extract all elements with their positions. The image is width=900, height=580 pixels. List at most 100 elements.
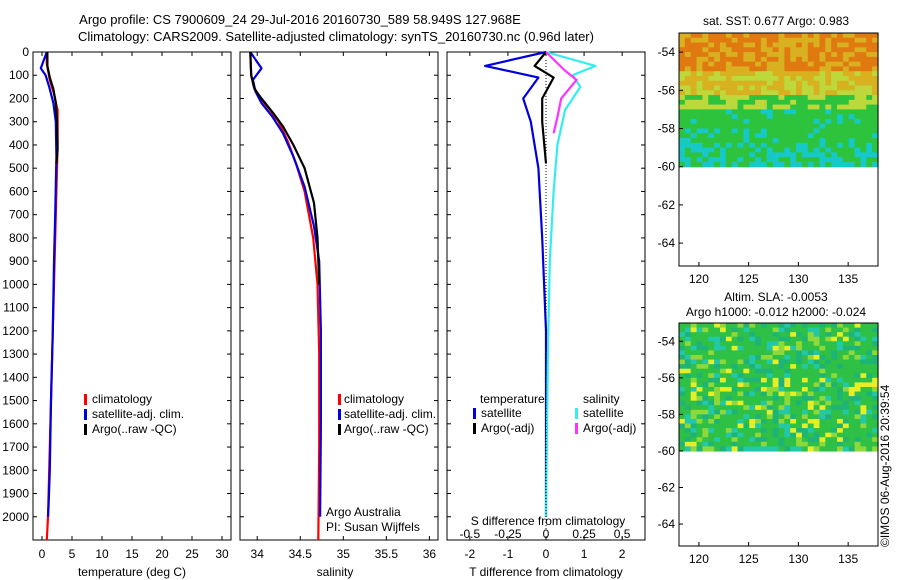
sla_map-cell xyxy=(679,446,686,452)
sla_map-cell xyxy=(719,405,727,411)
sla_map-cell xyxy=(743,332,750,338)
sla_map-cell xyxy=(778,345,785,352)
sst_map-cell xyxy=(772,128,780,134)
sla_map-cell xyxy=(702,446,709,452)
sla_map-cell xyxy=(702,364,709,370)
sst_map-cell xyxy=(807,142,815,149)
sla_map-cell xyxy=(719,414,727,420)
sst_map-cell xyxy=(831,109,838,115)
sst_map-cell xyxy=(708,47,715,53)
salinity-legend-swatch-satellite xyxy=(338,409,341,420)
difference-xtick2-label: -0.25 xyxy=(494,527,522,541)
sst_map-cell xyxy=(743,61,750,68)
sst_map-cell xyxy=(772,47,780,53)
sla_map-cell xyxy=(825,377,832,384)
sla_map-ytick-label: -54 xyxy=(658,334,676,348)
sla_map-cell xyxy=(866,405,873,411)
difference-series-2 xyxy=(544,50,597,517)
depth-tick-label: 600 xyxy=(9,184,29,198)
sst_map-cell xyxy=(731,52,739,58)
sst_map-cell xyxy=(837,66,844,72)
sst_map-cell xyxy=(796,75,803,82)
sla_map-cell xyxy=(731,405,739,411)
difference-series-3 xyxy=(545,51,578,134)
sla_map-cell xyxy=(860,441,867,447)
sst_map-cell xyxy=(837,42,844,48)
sla_map-cell xyxy=(790,386,797,393)
sst_map-cell xyxy=(866,109,873,115)
sst_map-cell xyxy=(784,142,791,149)
sla_map-cell xyxy=(772,418,780,425)
sla_map-cell xyxy=(813,332,821,338)
sst_map-cell xyxy=(784,161,791,168)
sla_map-cell xyxy=(702,350,709,356)
sst_map-cell xyxy=(696,138,704,144)
sla_map-cell xyxy=(854,368,862,374)
sla_map-cell xyxy=(872,418,879,425)
sst_map-cell xyxy=(719,109,727,115)
sla_map-cell xyxy=(790,391,797,397)
sla_map-cell xyxy=(778,409,785,415)
sst_map-cell xyxy=(831,42,838,48)
sst_map-cell xyxy=(766,128,774,134)
sst_map-cell xyxy=(872,118,879,125)
sst_map-cell xyxy=(837,161,844,168)
sst_map-cell xyxy=(872,52,879,58)
sla_map-cell xyxy=(679,377,686,384)
sla_map-cell xyxy=(684,350,692,356)
sla_map-cell xyxy=(743,364,750,370)
sst_map-cell xyxy=(825,37,832,44)
sla_map-cell xyxy=(790,373,797,379)
depth-tick-label: 400 xyxy=(9,138,29,152)
sst_map-cell xyxy=(690,133,698,139)
sst_map-cell xyxy=(784,128,791,134)
sst_map-cell xyxy=(854,104,862,110)
sst_map-cell xyxy=(719,80,727,87)
sla_map-cell xyxy=(708,400,715,406)
sst_map-xtick-label: 120 xyxy=(689,272,709,286)
sla_map-cell xyxy=(837,368,844,374)
sst_map-cell xyxy=(690,75,698,82)
sst_map-cell xyxy=(702,133,709,139)
sla_map-cell xyxy=(679,382,686,388)
sst_map-cell xyxy=(725,75,733,82)
sla_map-cell xyxy=(702,332,709,338)
sst_map-cell xyxy=(737,37,744,44)
sst_map-cell xyxy=(766,47,774,53)
sla_map-cell xyxy=(854,345,862,352)
sst_map-cell xyxy=(819,71,826,77)
sst_map-cell xyxy=(755,161,762,168)
sst_map-cell xyxy=(684,85,692,91)
sst_map-cell xyxy=(760,138,768,144)
sla_map-cell xyxy=(690,391,698,397)
sst_map-cell xyxy=(807,66,815,72)
sla_map-cell xyxy=(854,350,862,356)
sla_map-cell xyxy=(679,391,686,397)
sla_map-cell xyxy=(813,386,821,393)
sst_map-cell xyxy=(684,61,692,68)
difference-xtick2-label: 0 xyxy=(543,527,550,541)
sst_map-cell xyxy=(766,66,774,72)
sst_map-cell xyxy=(737,33,744,39)
sst_map-cell xyxy=(813,85,821,91)
sla_map-cell xyxy=(860,382,867,388)
sla_map-cell xyxy=(690,428,698,434)
sst_map-cell xyxy=(825,104,832,110)
sst_map-cell xyxy=(854,157,862,163)
sst_map-cell xyxy=(854,56,862,63)
sla_map-cell xyxy=(825,405,832,411)
sst_map-cell xyxy=(725,61,733,68)
sst_map-cell xyxy=(831,52,838,58)
sst_map-cell xyxy=(755,71,762,77)
sst_map-cell xyxy=(755,75,762,82)
sst_map-cell xyxy=(772,85,780,91)
temperature-series-1 xyxy=(39,51,58,517)
sla_map-cell xyxy=(796,345,803,352)
sla_map-cell xyxy=(749,409,756,415)
sst_map-cell xyxy=(690,138,698,144)
sla_map-cell xyxy=(842,359,850,365)
sla_map-cell xyxy=(719,432,727,438)
sst_map-cell xyxy=(848,123,856,130)
sst_map-cell xyxy=(719,157,727,163)
sla_map-cell xyxy=(737,391,744,397)
